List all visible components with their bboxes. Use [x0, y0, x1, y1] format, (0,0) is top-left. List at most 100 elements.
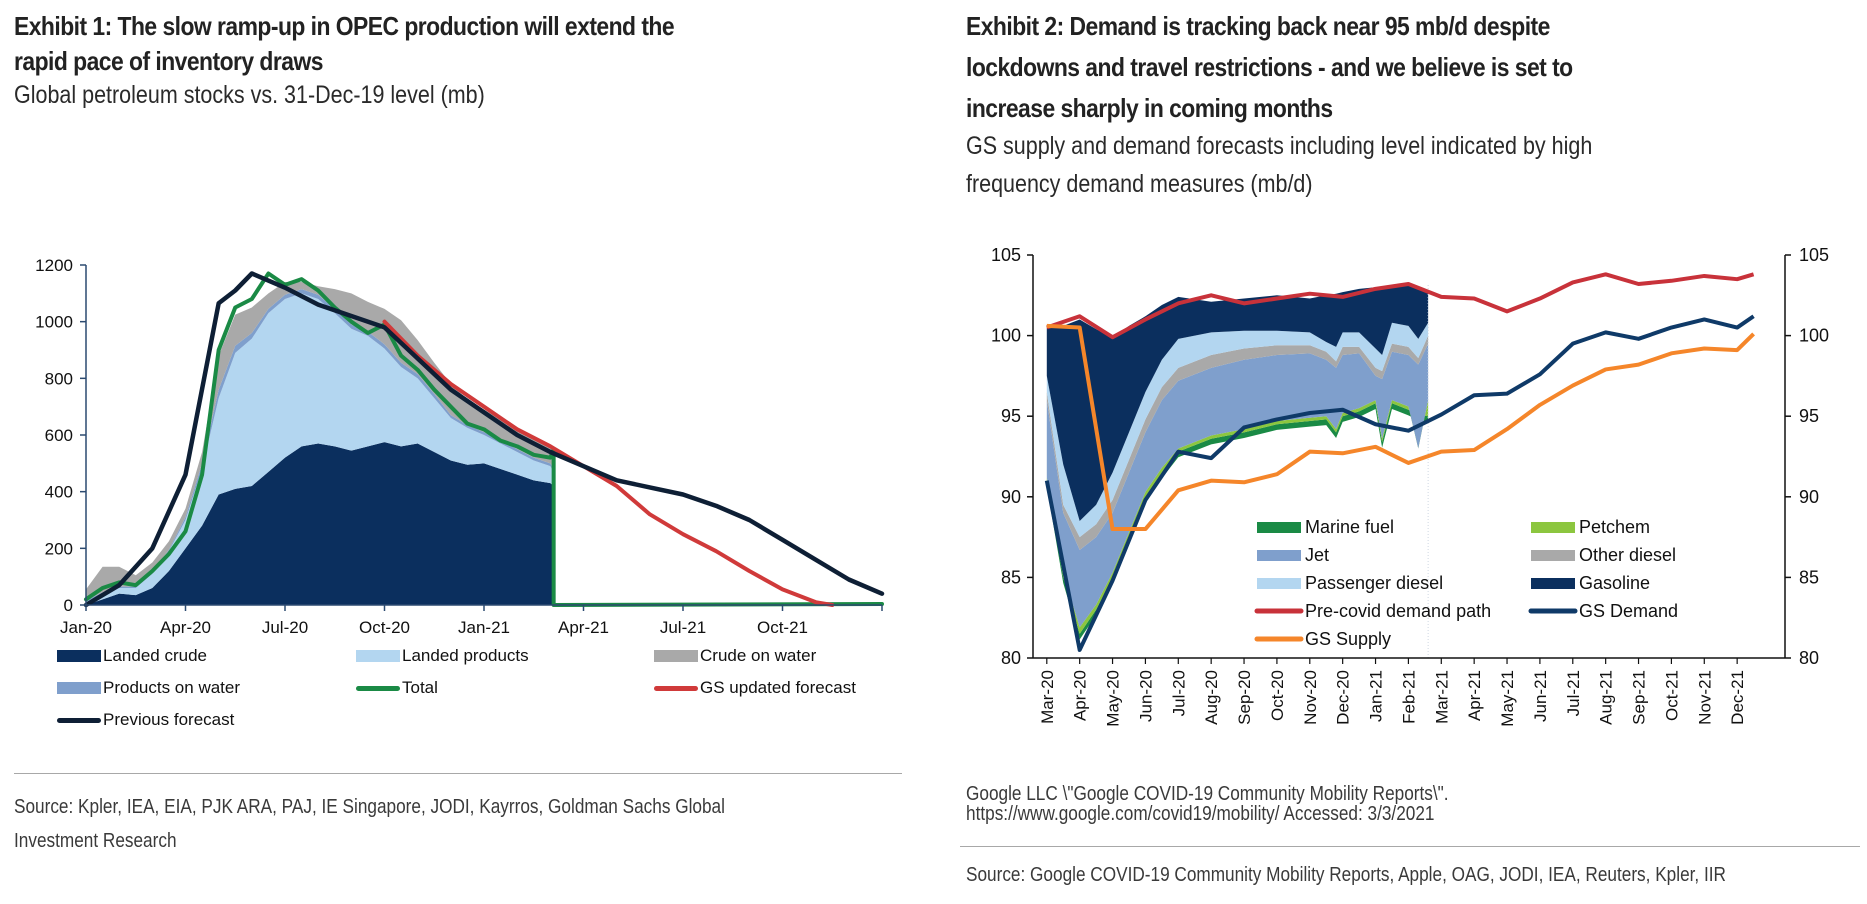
y-tick-label: 400 — [45, 483, 73, 502]
x-tick-label: Oct-20 — [1268, 670, 1287, 721]
line-pre-covid-demand-path — [1046, 272, 1755, 340]
x-tick-label: Jul-21 — [660, 618, 706, 637]
x-tick-label: Feb-21 — [1399, 670, 1418, 724]
x-tick-label: Nov-20 — [1301, 670, 1320, 725]
x-tick-label: Sep-21 — [1630, 670, 1649, 725]
x-tick-label: Aug-20 — [1202, 670, 1221, 725]
exhibit1-source-line1: Source: Kpler, IEA, EIA, PJK ARA, PAJ, I… — [14, 796, 725, 818]
legend-gs-demand: GS Demand — [1528, 601, 1678, 621]
legend-swatch-other-diesel — [1531, 550, 1575, 561]
x-tick-label: Mar-21 — [1432, 670, 1451, 724]
x-tick-label: Oct-20 — [359, 618, 410, 637]
x-tick-label: Mar-20 — [1038, 670, 1057, 724]
line-gs-supply — [1046, 323, 1755, 532]
y-tick-label-right: 95 — [1799, 406, 1819, 426]
x-tick-label: Jun-20 — [1136, 670, 1155, 722]
legend-other-diesel: Other diesel — [1531, 545, 1676, 565]
x-tick-label: Jan-21 — [1367, 670, 1386, 722]
exhibit2-title-line3: increase sharply in coming months — [966, 93, 1333, 123]
line-gs-updated-forecast — [382, 319, 835, 607]
x-tick-label: Dec-21 — [1728, 670, 1747, 725]
x-tick-label: Oct-21 — [757, 618, 808, 637]
legend-gasoline: Gasoline — [1531, 573, 1650, 593]
y-tick-label-left: 105 — [991, 245, 1021, 265]
legend-label: GS Demand — [1579, 601, 1678, 621]
exhibit2-chart: 80 85 90 95 100 105 80 85 90 95 100 105 Mar-20 Apr-20… — [991, 245, 1829, 727]
exhibit1-title-line1: Exhibit 1: The slow ramp-up in OPEC prod… — [14, 11, 675, 41]
legend-passenger-diesel: Passenger diesel — [1257, 573, 1443, 593]
x-tick-label: Jul-20 — [262, 618, 308, 637]
legend-gs-supply: GS Supply — [1254, 629, 1391, 649]
legend-label: GS Supply — [1305, 629, 1391, 649]
y-tick-label-left: 80 — [1001, 648, 1021, 668]
x-tick-label: Nov-21 — [1695, 670, 1714, 725]
x-tick-label: Dec-20 — [1334, 670, 1353, 725]
area-passenger-diesel — [1046, 322, 1429, 538]
legend-petchem: Petchem — [1531, 517, 1650, 537]
area-landed-crude — [86, 442, 554, 605]
x-tick-label: Jun-21 — [1531, 670, 1550, 722]
area-jet — [1046, 343, 1429, 628]
legend-jet: Jet — [1257, 545, 1329, 565]
exhibit2-note-line2: https://www.google.com/covid19/mobility/… — [966, 803, 1435, 825]
area-other-diesel — [1046, 335, 1429, 550]
x-tick-label: Apr-20 — [160, 618, 211, 637]
legend-swatch-petchem — [1531, 522, 1575, 533]
x-tick-label: Oct-21 — [1662, 670, 1681, 721]
x-tick-label: Jul-20 — [1169, 670, 1188, 716]
area-gasoline — [1046, 284, 1429, 521]
y-tick-label-left: 90 — [1001, 487, 1021, 507]
y-tick-label: 0 — [64, 596, 73, 615]
y-tick-label: 1200 — [35, 256, 73, 275]
legend-label: Passenger diesel — [1305, 573, 1443, 593]
legend-swatch-gasoline — [1531, 578, 1575, 589]
exhibit1-chart: 0 200 400 600 800 1000 1200 Jan-20 Apr-20 Jul-20 O… — [35, 256, 885, 637]
line-gs-demand — [1044, 314, 1755, 652]
y-tick-label-right: 105 — [1799, 245, 1829, 265]
y-tick-label: 600 — [45, 426, 73, 445]
y-tick-label-right: 100 — [1799, 326, 1829, 346]
y-tick-label-left: 95 — [1001, 406, 1021, 426]
x-tick-label: Apr-20 — [1071, 670, 1090, 721]
exhibit2-subtitle-line2: frequency demand measures (mb/d) — [966, 170, 1313, 198]
exhibit1-subtitle: Global petroleum stocks vs. 31-Dec-19 le… — [14, 81, 485, 109]
legend-marine-fuel: Marine fuel — [1257, 517, 1394, 537]
legend-label: Other diesel — [1579, 545, 1676, 565]
x-tick-label: Jul-21 — [1564, 670, 1583, 716]
exhibit1-divider — [14, 773, 902, 774]
exhibit2-title-line1: Exhibit 2: Demand is tracking back near … — [966, 11, 1550, 41]
y-tick-label-left: 85 — [1001, 567, 1021, 587]
x-tick-label: Apr-21 — [558, 618, 609, 637]
legend-swatch-jet — [1257, 550, 1301, 561]
x-tick-label: Aug-21 — [1597, 670, 1616, 725]
y-tick-label: 1000 — [35, 313, 73, 332]
y-tick-label-left: 100 — [991, 326, 1021, 346]
exhibit2-title-line2: lockdowns and travel restrictions - and … — [966, 52, 1573, 82]
x-tick-label: May-21 — [1498, 670, 1517, 727]
x-tick-label: Sep-20 — [1235, 670, 1254, 725]
exhibit2-note-line1: Google LLC \"Google COVID-19 Community M… — [966, 783, 1449, 805]
legend-swatch-marine-fuel — [1257, 522, 1301, 533]
legend-swatch-passenger-diesel — [1257, 578, 1301, 589]
legend-label: Pre-covid demand path — [1305, 601, 1491, 621]
x-tick-label: Jan-20 — [60, 618, 112, 637]
legend-label: Gasoline — [1579, 573, 1650, 593]
legend-label: Marine fuel — [1305, 517, 1394, 537]
area-landed-products — [86, 293, 554, 605]
legend-pre-covid-demand-path: Pre-covid demand path — [1254, 601, 1491, 621]
line-previous-forecast — [83, 271, 885, 608]
y-tick-label-right: 80 — [1799, 648, 1819, 668]
y-tick-label-right: 85 — [1799, 567, 1819, 587]
exhibit2-subtitle-line1: GS supply and demand forecasts including… — [966, 132, 1593, 160]
exhibit2-source: Source: Google COVID-19 Community Mobili… — [966, 864, 1726, 886]
x-tick-label: Jan-21 — [458, 618, 510, 637]
exhibit2-divider — [960, 846, 1860, 847]
y-tick-label: 200 — [45, 539, 73, 558]
exhibit1-source-line2: Investment Research — [14, 830, 177, 852]
legend-label: Petchem — [1579, 517, 1650, 537]
legend-label: Jet — [1305, 545, 1329, 565]
y-tick-label: 800 — [45, 369, 73, 388]
y-tick-label-right: 90 — [1799, 487, 1819, 507]
x-tick-label: Apr-21 — [1465, 670, 1484, 721]
exhibit1-title-line2: rapid pace of inventory draws — [14, 46, 323, 76]
